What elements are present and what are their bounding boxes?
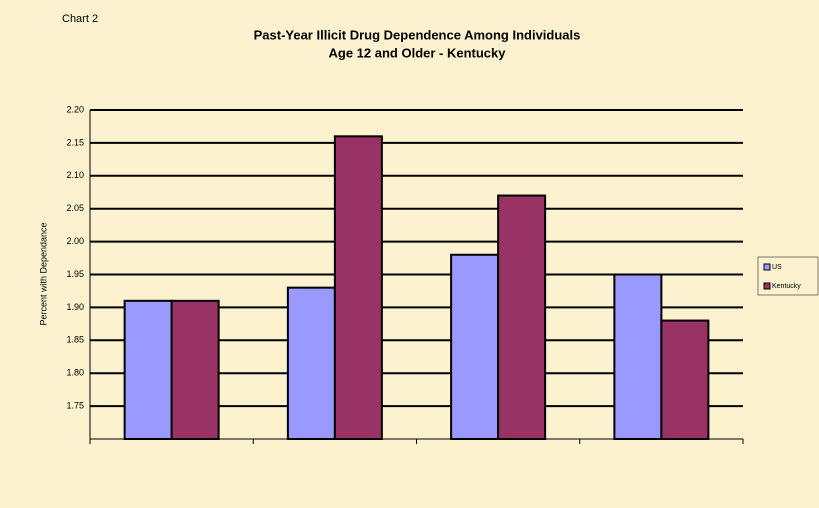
y-tick-label: 1.90: [66, 302, 84, 312]
y-axis-label: Percent with Dependance: [38, 222, 48, 325]
legend-swatch: [763, 282, 771, 290]
bar: [123, 299, 173, 440]
y-tick-label: 2.00: [66, 236, 84, 246]
chart-title: Age 12 and Older - Kentucky: [329, 45, 507, 60]
bar: [333, 135, 383, 440]
y-tick-label: 2.20: [66, 104, 84, 114]
y-tick-label: 2.10: [66, 170, 84, 180]
y-tick-label: 1.75: [66, 400, 84, 410]
legend-label: Kentucky: [772, 283, 801, 290]
bar: [613, 273, 663, 440]
bar: [450, 253, 500, 440]
y-tick-label: 1.85: [66, 335, 84, 345]
bar: [286, 286, 336, 440]
bar: [660, 319, 710, 440]
legend-swatch: [763, 263, 771, 271]
legend-label: US: [772, 264, 782, 271]
bar: [497, 194, 547, 440]
y-tick-label: 1.95: [66, 269, 84, 279]
y-tick-label: 1.80: [66, 368, 84, 378]
bar: [170, 299, 220, 440]
chart-label: Chart 2: [62, 13, 98, 25]
y-tick-label: 2.15: [66, 137, 84, 147]
chart-title: Past-Year Illicit Drug Dependence Among …: [254, 27, 581, 42]
y-tick-label: 2.05: [66, 203, 84, 213]
